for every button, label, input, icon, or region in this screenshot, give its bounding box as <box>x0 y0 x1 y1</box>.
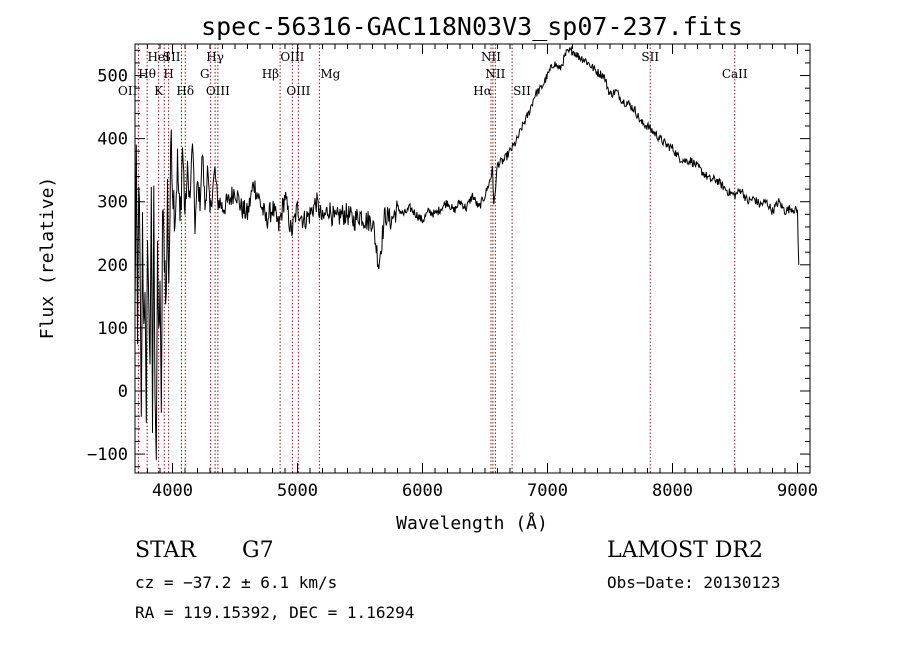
line-marker-label: HeI <box>147 50 170 64</box>
line-marker-label: NII <box>481 50 501 64</box>
line-markers <box>137 44 736 473</box>
line-marker-label: OII <box>118 84 138 98</box>
object-class: STAR <box>135 538 196 563</box>
spectrum-line <box>134 45 800 461</box>
line-marker-label: Hθ <box>138 67 156 81</box>
line-marker-labels: OIIHθHeISIIKHHδHγGOIIIHβOIIIOIIIMgNIINII… <box>118 50 748 98</box>
line-marker-label: SII <box>513 84 531 98</box>
line-marker-label: OIII <box>286 84 310 98</box>
plot-frame <box>134 43 811 474</box>
line-marker-label: CaII <box>722 67 748 81</box>
survey-name: LAMOST DR2 <box>607 538 763 563</box>
y-tick-label: 0 <box>118 382 128 402</box>
spectrum-series <box>134 45 800 461</box>
y-tick-label: 100 <box>97 319 128 339</box>
chart-title: spec-56316-GAC118N03V3_sp07-237.fits <box>201 12 743 41</box>
line-marker-label: Hδ <box>176 84 194 98</box>
line-marker-label: K <box>154 84 164 98</box>
x-tick-label: 5000 <box>277 481 318 501</box>
line-marker-label: G <box>200 67 210 81</box>
line-marker-label: OIII <box>206 84 230 98</box>
y-axis-label: Flux (relative) <box>37 177 58 340</box>
line-marker-label: Hγ <box>206 50 224 64</box>
x-tick-label: 8000 <box>652 481 693 501</box>
line-marker-label: H <box>163 67 173 81</box>
line-marker-label: Hα <box>473 84 492 98</box>
line-marker-label: SII <box>641 50 659 64</box>
line-marker-label: OIII <box>280 50 304 64</box>
line-marker-label: SII <box>163 50 181 64</box>
y-tick-label: 500 <box>97 67 128 87</box>
x-tick-label: 6000 <box>402 481 443 501</box>
x-tick-label: 7000 <box>527 481 568 501</box>
y-tick-label: 200 <box>97 256 128 276</box>
x-tick-label: 4000 <box>152 481 193 501</box>
y-tick-label: 300 <box>97 193 128 213</box>
line-marker-label: Hβ <box>262 67 279 81</box>
observation-date: Obs−Date: 20130123 <box>607 573 781 592</box>
chart-axes: 4000 5000 6000 7000 8000 9000 −100 0 100 200 300 40… <box>87 43 818 501</box>
line-marker-label: Mg <box>320 67 340 81</box>
ra-dec-coordinates: RA = 119.15392, DEC = 1.16294 <box>135 603 415 622</box>
object-subclass: G7 <box>242 538 274 563</box>
redshift-cz: cz = −37.2 ± 6.1 km/s <box>135 573 338 592</box>
x-tick-label: 9000 <box>777 481 818 501</box>
x-axis-label: Wavelength (Å) <box>396 512 548 534</box>
y-tick-label: −100 <box>87 445 128 465</box>
y-tick-label: 400 <box>97 130 128 150</box>
line-marker-label: NII <box>485 67 505 81</box>
